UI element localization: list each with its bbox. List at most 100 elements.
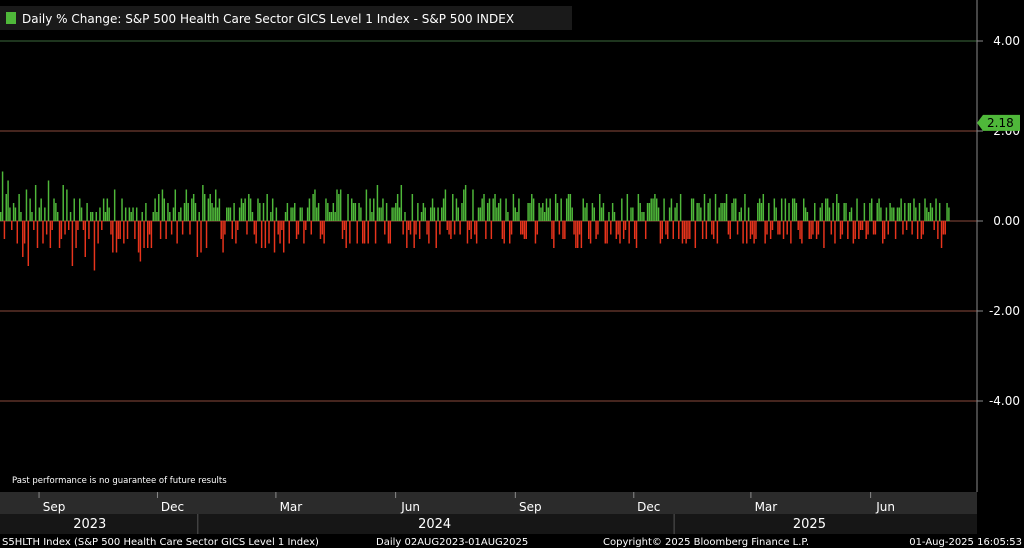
bar <box>42 221 44 244</box>
bar <box>692 198 695 221</box>
bar <box>711 221 713 235</box>
bar <box>275 207 278 221</box>
bar <box>667 221 669 239</box>
bar <box>77 221 79 230</box>
bar <box>891 207 893 221</box>
bar <box>749 221 752 239</box>
x-axis-month-band <box>0 492 977 514</box>
bar <box>661 221 663 239</box>
bar <box>562 221 564 239</box>
bar <box>253 221 256 235</box>
bar <box>540 207 542 221</box>
bar <box>920 221 923 239</box>
bar <box>282 221 285 253</box>
bar <box>521 221 524 235</box>
bar <box>169 212 171 221</box>
bar <box>863 203 866 221</box>
bar <box>174 189 177 221</box>
bar <box>406 221 408 248</box>
bar <box>486 203 489 221</box>
bar <box>9 207 11 221</box>
y-axis-ticks: 4.002.000.00-2.00-4.00 <box>977 34 1020 408</box>
bar <box>716 221 719 244</box>
bar <box>858 221 860 239</box>
bar <box>226 207 228 221</box>
bar <box>852 221 855 244</box>
bar <box>793 198 796 221</box>
bar <box>150 221 153 248</box>
bar <box>262 203 265 221</box>
bar <box>437 207 439 221</box>
bar <box>621 198 623 221</box>
bar <box>350 198 353 221</box>
bar <box>628 221 630 244</box>
bar <box>143 221 145 248</box>
bar <box>297 221 300 235</box>
bar <box>117 221 120 239</box>
bar <box>1 171 4 221</box>
x-tick-label: Dec <box>161 500 184 514</box>
bar <box>424 207 426 221</box>
bar <box>349 221 351 244</box>
bar <box>786 221 788 235</box>
bar <box>571 207 573 221</box>
bar <box>595 221 597 239</box>
bar <box>268 221 270 244</box>
bar <box>457 207 460 221</box>
bar <box>317 203 320 221</box>
bar <box>685 221 687 244</box>
bar <box>942 221 945 235</box>
bar <box>847 221 849 239</box>
bar <box>319 221 322 239</box>
bar <box>893 207 895 221</box>
bar <box>870 198 873 221</box>
bar <box>371 212 373 221</box>
bar <box>36 221 39 248</box>
bar <box>902 221 904 235</box>
bar <box>356 221 358 244</box>
bar <box>216 207 219 221</box>
bar <box>11 221 13 230</box>
bar <box>185 189 188 221</box>
bar <box>426 221 428 235</box>
bar <box>266 194 268 221</box>
bar <box>358 203 360 221</box>
bar <box>365 189 368 221</box>
bar <box>560 198 562 221</box>
bar <box>589 221 592 244</box>
legend-box <box>0 6 572 30</box>
bar <box>314 189 316 221</box>
bar <box>768 203 770 221</box>
year-label: 2025 <box>793 517 826 532</box>
bar <box>575 221 577 248</box>
bar <box>415 221 417 235</box>
bar <box>608 212 610 221</box>
bar <box>874 221 877 235</box>
bar <box>850 207 853 221</box>
bar <box>95 212 98 221</box>
bar <box>780 198 783 221</box>
bar <box>479 207 482 221</box>
bar <box>159 221 162 239</box>
bar <box>532 198 535 221</box>
bar <box>861 221 864 230</box>
bar <box>738 212 741 221</box>
bar <box>727 221 730 235</box>
bar <box>922 221 924 235</box>
bar <box>600 207 603 221</box>
x-axis-year-band <box>0 514 977 534</box>
bar <box>411 194 414 221</box>
bar <box>755 221 757 239</box>
bar <box>791 198 794 221</box>
bar <box>753 221 755 244</box>
bar <box>639 203 641 221</box>
bar <box>490 221 493 239</box>
bar <box>689 221 691 239</box>
bar <box>698 203 700 221</box>
bar <box>503 221 505 244</box>
footer-ticker: S5HLTH Index (S&P 500 Health Care Sector… <box>2 537 319 548</box>
bar <box>896 207 899 221</box>
bar <box>854 221 856 239</box>
bar <box>474 221 476 235</box>
footer-period: Daily 02AUG2023-01AUG2025 <box>376 537 528 548</box>
